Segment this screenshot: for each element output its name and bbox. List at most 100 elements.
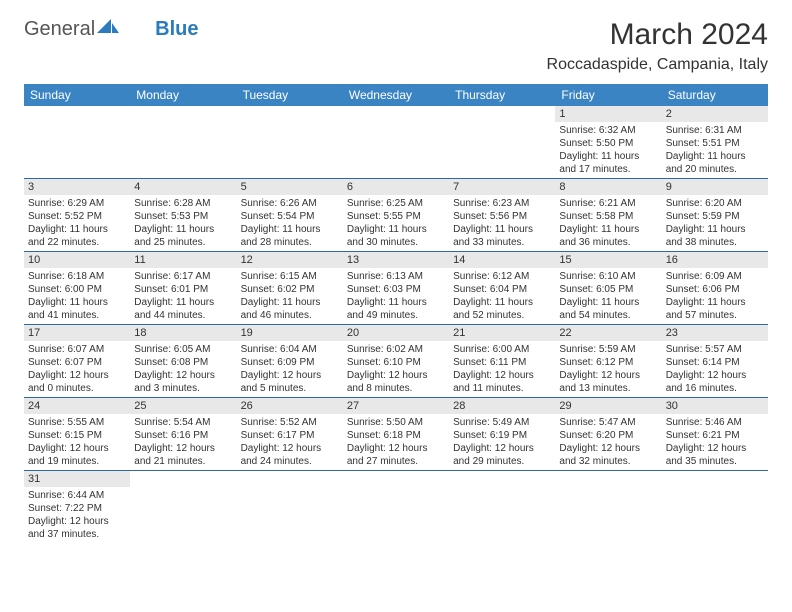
day-number: 10 [24, 252, 130, 268]
calendar-row: 10Sunrise: 6:18 AMSunset: 6:00 PMDayligh… [24, 252, 768, 325]
calendar-cell: 29Sunrise: 5:47 AMSunset: 6:20 PMDayligh… [555, 398, 661, 471]
day-number: 15 [555, 252, 661, 268]
day-number: 25 [130, 398, 236, 414]
day-number: 31 [24, 471, 130, 487]
day-number: 21 [449, 325, 555, 341]
page-title: March 2024 [547, 18, 768, 52]
day-detail: Sunrise: 6:23 AMSunset: 5:56 PMDaylight:… [449, 195, 555, 251]
calendar-cell: 14Sunrise: 6:12 AMSunset: 6:04 PMDayligh… [449, 252, 555, 325]
calendar-cell: 24Sunrise: 5:55 AMSunset: 6:15 PMDayligh… [24, 398, 130, 471]
day-number: 22 [555, 325, 661, 341]
day-detail: Sunrise: 5:54 AMSunset: 6:16 PMDaylight:… [130, 414, 236, 470]
logo-text-2: Blue [155, 18, 198, 41]
day-detail: Sunrise: 6:07 AMSunset: 6:07 PMDaylight:… [24, 341, 130, 397]
day-number: 8 [555, 179, 661, 195]
day-detail: Sunrise: 6:18 AMSunset: 6:00 PMDaylight:… [24, 268, 130, 324]
calendar-cell [449, 471, 555, 544]
day-number: 12 [237, 252, 343, 268]
calendar-cell [237, 106, 343, 179]
day-detail: Sunrise: 5:57 AMSunset: 6:14 PMDaylight:… [662, 341, 768, 397]
day-number: 17 [24, 325, 130, 341]
calendar-cell: 23Sunrise: 5:57 AMSunset: 6:14 PMDayligh… [662, 325, 768, 398]
day-number: 5 [237, 179, 343, 195]
logo-sail-icon [97, 18, 119, 41]
weekday-header: Thursday [449, 84, 555, 106]
day-number: 24 [24, 398, 130, 414]
calendar-cell: 4Sunrise: 6:28 AMSunset: 5:53 PMDaylight… [130, 179, 236, 252]
day-number: 23 [662, 325, 768, 341]
day-number: 29 [555, 398, 661, 414]
day-detail: Sunrise: 6:12 AMSunset: 6:04 PMDaylight:… [449, 268, 555, 324]
day-detail: Sunrise: 6:13 AMSunset: 6:03 PMDaylight:… [343, 268, 449, 324]
weekday-header: Tuesday [237, 84, 343, 106]
calendar-cell: 3Sunrise: 6:29 AMSunset: 5:52 PMDaylight… [24, 179, 130, 252]
calendar-cell: 2Sunrise: 6:31 AMSunset: 5:51 PMDaylight… [662, 106, 768, 179]
day-detail: Sunrise: 6:10 AMSunset: 6:05 PMDaylight:… [555, 268, 661, 324]
calendar-cell: 18Sunrise: 6:05 AMSunset: 6:08 PMDayligh… [130, 325, 236, 398]
logo: General Blue [24, 18, 199, 41]
calendar-cell: 30Sunrise: 5:46 AMSunset: 6:21 PMDayligh… [662, 398, 768, 471]
day-number: 7 [449, 179, 555, 195]
weekday-header: Friday [555, 84, 661, 106]
calendar-cell: 7Sunrise: 6:23 AMSunset: 5:56 PMDaylight… [449, 179, 555, 252]
day-detail: Sunrise: 6:05 AMSunset: 6:08 PMDaylight:… [130, 341, 236, 397]
day-detail: Sunrise: 6:31 AMSunset: 5:51 PMDaylight:… [662, 122, 768, 178]
calendar-row: 17Sunrise: 6:07 AMSunset: 6:07 PMDayligh… [24, 325, 768, 398]
calendar-cell: 28Sunrise: 5:49 AMSunset: 6:19 PMDayligh… [449, 398, 555, 471]
header: General Blue March 2024 Roccadaspide, Ca… [24, 18, 768, 74]
calendar-cell: 12Sunrise: 6:15 AMSunset: 6:02 PMDayligh… [237, 252, 343, 325]
day-detail: Sunrise: 5:46 AMSunset: 6:21 PMDaylight:… [662, 414, 768, 470]
calendar-cell: 5Sunrise: 6:26 AMSunset: 5:54 PMDaylight… [237, 179, 343, 252]
calendar-cell: 17Sunrise: 6:07 AMSunset: 6:07 PMDayligh… [24, 325, 130, 398]
day-number: 6 [343, 179, 449, 195]
calendar-cell: 26Sunrise: 5:52 AMSunset: 6:17 PMDayligh… [237, 398, 343, 471]
day-detail: Sunrise: 6:09 AMSunset: 6:06 PMDaylight:… [662, 268, 768, 324]
calendar-cell [237, 471, 343, 544]
day-detail: Sunrise: 6:26 AMSunset: 5:54 PMDaylight:… [237, 195, 343, 251]
calendar-cell [449, 106, 555, 179]
calendar-cell: 15Sunrise: 6:10 AMSunset: 6:05 PMDayligh… [555, 252, 661, 325]
day-detail: Sunrise: 5:55 AMSunset: 6:15 PMDaylight:… [24, 414, 130, 470]
day-detail: Sunrise: 5:49 AMSunset: 6:19 PMDaylight:… [449, 414, 555, 470]
weekday-header: Sunday [24, 84, 130, 106]
day-number: 18 [130, 325, 236, 341]
day-detail: Sunrise: 6:44 AMSunset: 7:22 PMDaylight:… [24, 487, 130, 543]
calendar-cell: 31Sunrise: 6:44 AMSunset: 7:22 PMDayligh… [24, 471, 130, 544]
weekday-header: Wednesday [343, 84, 449, 106]
weekday-header: Saturday [662, 84, 768, 106]
calendar-body: 1Sunrise: 6:32 AMSunset: 5:50 PMDaylight… [24, 106, 768, 543]
day-detail: Sunrise: 6:15 AMSunset: 6:02 PMDaylight:… [237, 268, 343, 324]
calendar-cell: 8Sunrise: 6:21 AMSunset: 5:58 PMDaylight… [555, 179, 661, 252]
day-detail: Sunrise: 6:17 AMSunset: 6:01 PMDaylight:… [130, 268, 236, 324]
day-detail: Sunrise: 6:28 AMSunset: 5:53 PMDaylight:… [130, 195, 236, 251]
day-number: 11 [130, 252, 236, 268]
calendar-row: 1Sunrise: 6:32 AMSunset: 5:50 PMDaylight… [24, 106, 768, 179]
day-number: 1 [555, 106, 661, 122]
calendar-cell: 10Sunrise: 6:18 AMSunset: 6:00 PMDayligh… [24, 252, 130, 325]
calendar-cell: 6Sunrise: 6:25 AMSunset: 5:55 PMDaylight… [343, 179, 449, 252]
day-number: 4 [130, 179, 236, 195]
location-text: Roccadaspide, Campania, Italy [547, 56, 768, 74]
calendar-cell: 9Sunrise: 6:20 AMSunset: 5:59 PMDaylight… [662, 179, 768, 252]
day-detail: Sunrise: 6:25 AMSunset: 5:55 PMDaylight:… [343, 195, 449, 251]
calendar-cell: 22Sunrise: 5:59 AMSunset: 6:12 PMDayligh… [555, 325, 661, 398]
calendar-cell: 25Sunrise: 5:54 AMSunset: 6:16 PMDayligh… [130, 398, 236, 471]
day-detail: Sunrise: 6:29 AMSunset: 5:52 PMDaylight:… [24, 195, 130, 251]
day-detail: Sunrise: 6:00 AMSunset: 6:11 PMDaylight:… [449, 341, 555, 397]
day-detail: Sunrise: 5:59 AMSunset: 6:12 PMDaylight:… [555, 341, 661, 397]
calendar-row: 3Sunrise: 6:29 AMSunset: 5:52 PMDaylight… [24, 179, 768, 252]
day-detail: Sunrise: 5:52 AMSunset: 6:17 PMDaylight:… [237, 414, 343, 470]
calendar-cell: 21Sunrise: 6:00 AMSunset: 6:11 PMDayligh… [449, 325, 555, 398]
calendar-cell [662, 471, 768, 544]
calendar-cell [555, 471, 661, 544]
day-number: 2 [662, 106, 768, 122]
calendar-cell: 20Sunrise: 6:02 AMSunset: 6:10 PMDayligh… [343, 325, 449, 398]
calendar-table: Sunday Monday Tuesday Wednesday Thursday… [24, 84, 768, 543]
weekday-header: Monday [130, 84, 236, 106]
calendar-cell: 19Sunrise: 6:04 AMSunset: 6:09 PMDayligh… [237, 325, 343, 398]
day-number: 9 [662, 179, 768, 195]
day-detail: Sunrise: 6:20 AMSunset: 5:59 PMDaylight:… [662, 195, 768, 251]
calendar-cell [343, 471, 449, 544]
day-number: 13 [343, 252, 449, 268]
calendar-cell: 13Sunrise: 6:13 AMSunset: 6:03 PMDayligh… [343, 252, 449, 325]
